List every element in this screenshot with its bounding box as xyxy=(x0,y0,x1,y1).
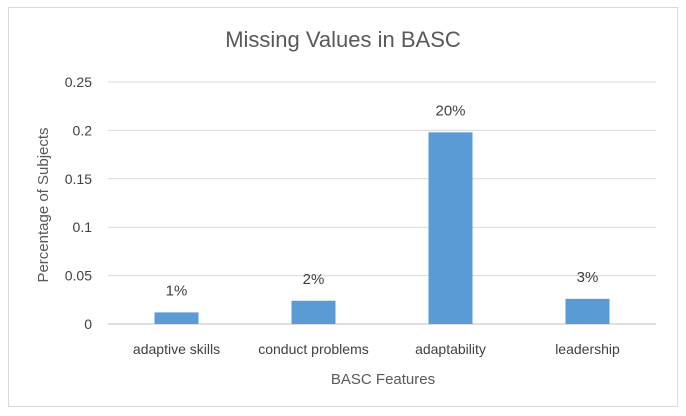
x-tick-label: conduct problems xyxy=(258,341,369,357)
gridlines xyxy=(108,81,656,325)
x-tick-label: leadership xyxy=(555,341,620,357)
y-axis-label: Percentage of Subjects xyxy=(35,127,52,282)
y-tick-label: 0.15 xyxy=(65,171,92,187)
y-tick-label: 0.05 xyxy=(65,268,92,284)
data-label: 1% xyxy=(166,282,188,299)
data-label: 20% xyxy=(435,102,465,119)
y-axis-ticks: 0 0.05 0.1 0.15 0.2 0.25 xyxy=(65,74,92,332)
x-tick-label: adaptive skills xyxy=(133,341,220,357)
data-label: 2% xyxy=(303,271,325,288)
bar xyxy=(428,132,473,324)
bar xyxy=(291,300,336,324)
x-axis-ticks: adaptive skills conduct problems adaptabil… xyxy=(133,341,620,357)
y-tick-label: 0 xyxy=(84,316,92,332)
x-axis-label: BASC Features xyxy=(331,371,435,388)
chart-title: Missing Values in BASC xyxy=(225,27,461,52)
y-tick-label: 0.25 xyxy=(65,74,92,90)
bars xyxy=(154,132,610,324)
data-label: 3% xyxy=(577,269,599,286)
bar xyxy=(565,298,610,324)
data-labels: 1% 2% 20% 3% xyxy=(166,102,599,299)
y-tick-label: 0.1 xyxy=(73,219,93,235)
x-tick-label: adaptability xyxy=(415,341,486,357)
chart-frame xyxy=(8,7,678,407)
bar xyxy=(154,312,199,324)
y-tick-label: 0.2 xyxy=(73,122,93,138)
